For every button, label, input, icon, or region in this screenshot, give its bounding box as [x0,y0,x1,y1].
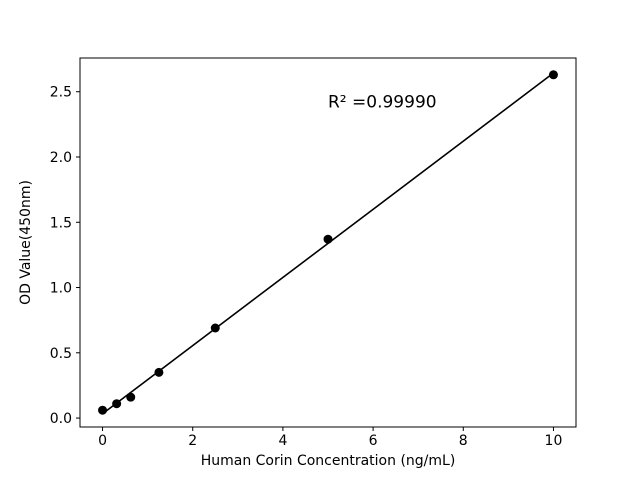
y-tick-label: 2.0 [50,150,72,166]
x-tick-label: 10 [545,433,563,449]
y-tick-label: 0.5 [50,346,72,362]
x-tick-label: 6 [369,433,378,449]
x-tick-label: 2 [188,433,197,449]
data-point [548,70,558,80]
x-tick-label: 4 [278,433,287,449]
y-tick-label: 1.5 [50,215,72,231]
data-point [323,234,333,244]
plot-border [79,57,577,428]
x-axis-label: Human Corin Concentration (ng/mL) [201,453,456,469]
data-point [126,392,136,402]
y-axis-label: OD Value(450nm) [18,180,34,305]
y-tick-label: 2.5 [50,85,72,101]
y-tick-label: 1.0 [50,281,72,297]
x-tick-label: 0 [98,433,107,449]
r-squared-annotation: R² =0.99990 [328,92,437,112]
x-tick-label: 8 [459,433,468,449]
data-point [210,323,220,333]
data-point [98,405,108,415]
y-tick-label: 0.0 [50,411,72,427]
data-point [154,367,164,377]
data-point [112,399,122,409]
